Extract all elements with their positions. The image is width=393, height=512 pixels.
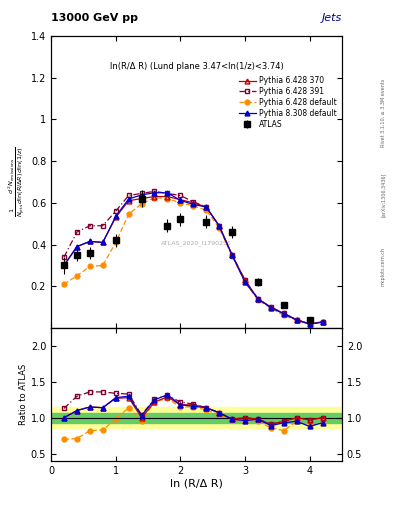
Pythia 6.428 370 [75,244,79,250]
Pythia 6.428 default [281,312,286,318]
Pythia 6.428 default [294,317,299,323]
Pythia 6.428 391 [101,223,105,229]
Pythia 6.428 391 [268,304,273,310]
Pythia 6.428 370 [320,318,325,325]
Pythia 6.428 default [230,253,234,259]
Pythia 6.428 370 [281,310,286,316]
Pythia 6.428 370 [101,240,105,246]
Pythia 6.428 370 [191,200,196,206]
Pythia 8.308 default [75,244,79,250]
Pythia 6.428 default [191,203,196,209]
Text: mcplots.cern.ch: mcplots.cern.ch [381,247,386,286]
Pythia 6.428 370 [113,215,118,221]
Pythia 6.428 370 [204,204,209,210]
Pythia 6.428 391 [165,190,170,197]
Pythia 6.428 391 [152,188,157,195]
Pythia 6.428 391 [320,318,325,325]
Pythia 6.428 391 [204,204,209,210]
Pythia 6.428 391 [294,316,299,323]
Pythia 6.428 370 [307,321,312,327]
Text: ATLAS_2020_I1790256: ATLAS_2020_I1790256 [161,241,232,246]
Pythia 8.308 default [255,296,260,302]
Pythia 6.428 370 [62,262,66,268]
Line: Pythia 8.308 default: Pythia 8.308 default [62,190,325,327]
Pythia 6.428 default [242,279,247,285]
Text: Rivet 3.1.10, ≥ 3.3M events: Rivet 3.1.10, ≥ 3.3M events [381,78,386,147]
Pythia 8.308 default [88,238,92,244]
Pythia 8.308 default [294,317,299,323]
Pythia 6.428 391 [88,223,92,229]
Pythia 6.428 391 [191,199,196,205]
Pythia 6.428 default [139,201,144,207]
Line: Pythia 6.428 391: Pythia 6.428 391 [62,189,325,326]
Pythia 6.428 default [204,207,209,213]
Pythia 6.428 391 [113,208,118,214]
Pythia 6.428 default [217,225,222,231]
Pythia 6.428 370 [88,238,92,244]
Pythia 6.428 370 [268,304,273,310]
Pythia 6.428 391 [217,223,222,229]
Pythia 6.428 370 [139,196,144,202]
Pythia 8.308 default [320,319,325,325]
Pythia 6.428 391 [230,252,234,258]
Text: 13000 GeV pp: 13000 GeV pp [51,13,138,23]
Pythia 6.428 391 [242,277,247,283]
Pythia 8.308 default [307,321,312,327]
Pythia 8.308 default [62,262,66,268]
Pythia 6.428 default [152,195,157,201]
Pythia 6.428 default [88,263,92,269]
Text: ln(R/Δ R) (Lund plane 3.47<ln(1/z)<3.74): ln(R/Δ R) (Lund plane 3.47<ln(1/z)<3.74) [110,62,283,71]
Pythia 8.308 default [152,190,157,196]
Pythia 6.428 370 [230,252,234,258]
Pythia 6.428 391 [281,310,286,316]
Pythia 6.428 370 [126,198,131,204]
Pythia 8.308 default [101,240,105,246]
Pythia 6.428 default [268,305,273,311]
Pythia 6.428 391 [255,296,260,302]
Pythia 6.428 default [126,211,131,217]
Line: Pythia 6.428 default: Pythia 6.428 default [62,195,325,327]
Pythia 6.428 default [320,319,325,325]
Pythia 6.428 default [113,240,118,246]
Pythia 6.428 370 [242,277,247,283]
Pythia 8.308 default [191,201,196,207]
Pythia 6.428 391 [307,321,312,327]
Pythia 6.428 370 [178,197,183,203]
Pythia 6.428 default [307,321,312,327]
Pythia 8.308 default [204,204,209,210]
Pythia 8.308 default [281,311,286,317]
Pythia 8.308 default [126,196,131,202]
Pythia 6.428 370 [152,194,157,200]
Pythia 6.428 391 [126,193,131,199]
Pythia 6.428 default [75,273,79,279]
Pythia 6.428 370 [217,223,222,229]
Text: [arXiv:1306.3436]: [arXiv:1306.3436] [381,173,386,217]
Line: Pythia 6.428 370: Pythia 6.428 370 [62,194,325,326]
Pythia 8.308 default [242,279,247,285]
Pythia 6.428 default [62,281,66,287]
Y-axis label: $\frac{1}{N_{\rm jets}}\frac{d^2 N_{\rm emissions}}{d\ln(R/\Delta R)\,d\ln(1/z)}: $\frac{1}{N_{\rm jets}}\frac{d^2 N_{\rm … [6,146,27,218]
Pythia 6.428 391 [178,193,183,199]
Pythia 6.428 370 [165,194,170,200]
Pythia 6.428 370 [294,316,299,323]
Pythia 6.428 370 [255,296,260,302]
Pythia 6.428 default [255,297,260,303]
Pythia 8.308 default [113,214,118,220]
Pythia 6.428 default [165,196,170,202]
Pythia 8.308 default [139,192,144,198]
Pythia 8.308 default [230,252,234,258]
X-axis label: ln (R/Δ R): ln (R/Δ R) [170,478,223,488]
Text: Jets: Jets [321,13,342,23]
Pythia 6.428 391 [75,229,79,235]
Pythia 6.428 391 [62,254,66,260]
Pythia 6.428 391 [139,190,144,197]
Pythia 8.308 default [268,305,273,311]
Pythia 8.308 default [165,190,170,196]
Pythia 8.308 default [217,223,222,229]
Pythia 8.308 default [178,197,183,203]
Pythia 6.428 default [101,262,105,268]
Legend: Pythia 6.428 370, Pythia 6.428 391, Pythia 6.428 default, Pythia 8.308 default, : Pythia 6.428 370, Pythia 6.428 391, Pyth… [237,75,338,131]
Y-axis label: Ratio to ATLAS: Ratio to ATLAS [19,364,28,425]
Pythia 6.428 default [178,200,183,206]
